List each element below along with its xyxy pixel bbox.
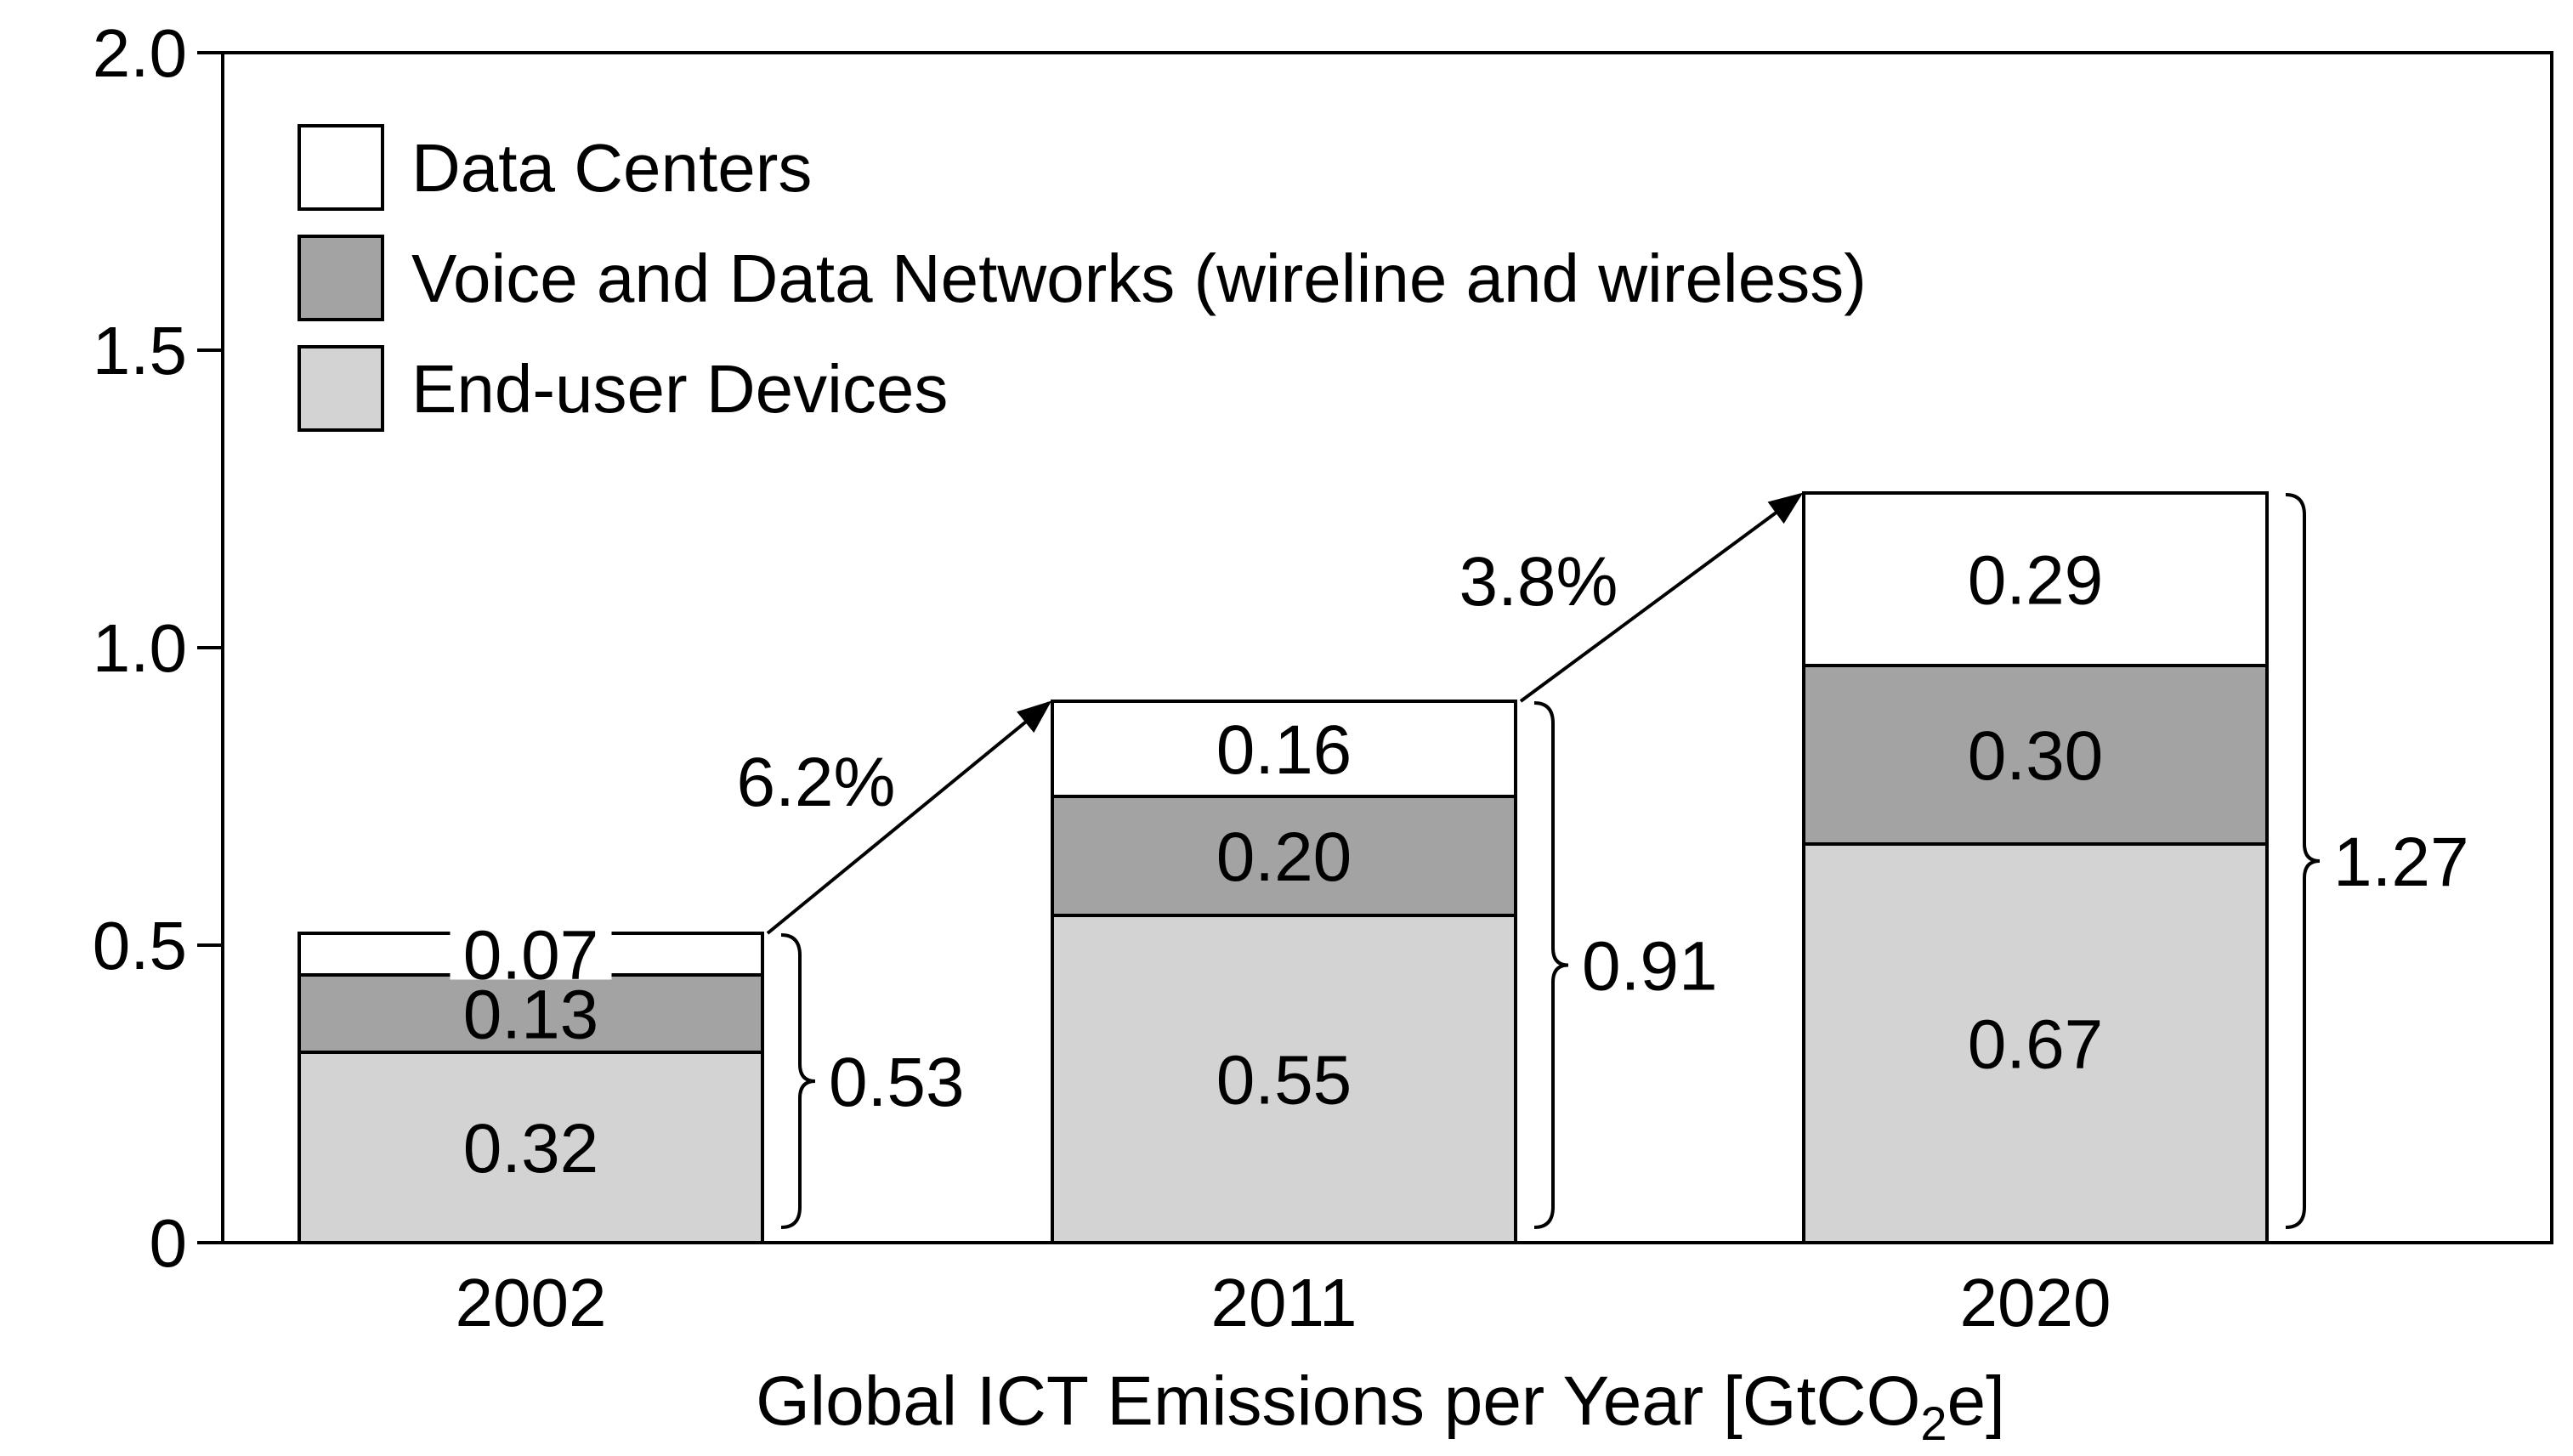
bar-segment	[1802, 491, 2269, 667]
total-brace	[1533, 701, 1569, 1229]
y-tick-label: 1.5	[93, 313, 187, 388]
total-value-label: 1.27	[2333, 824, 2469, 901]
bar-segment	[1051, 700, 1517, 798]
legend-swatch	[298, 124, 384, 211]
y-tick-label: 1.0	[93, 610, 187, 686]
total-value-label: 0.91	[1582, 928, 1718, 1006]
total-value-label: 0.53	[829, 1044, 965, 1121]
bar-segment	[1051, 914, 1517, 1244]
total-brace	[780, 933, 816, 1229]
y-tick-label: 0.5	[93, 908, 187, 983]
x-axis-title: Global ICT Emissions per Year [GtCO2e]	[756, 1363, 2005, 1450]
x-axis-title-suffix: e]	[1947, 1363, 2005, 1440]
category-label: 2020	[1960, 1265, 2111, 1340]
segment-value-label: 0.29	[1968, 542, 2104, 620]
segment-value-label: 0.67	[1968, 1006, 2104, 1084]
y-axis: 0 0.5 1.0 1.5 2.0	[93, 15, 223, 1281]
x-axis-title-subscript: 2	[1920, 1397, 1947, 1450]
legend-label: Voice and Data Networks (wireline and wi…	[411, 241, 1867, 316]
segment-label-bg	[450, 928, 612, 980]
y-tick-label: 0	[150, 1205, 188, 1281]
segment-value-label: 0.13	[463, 977, 599, 1054]
growth-rate-label: 3.8%	[1459, 543, 1618, 620]
bar-segment	[1802, 664, 2269, 846]
growth-arrow	[1519, 492, 1804, 703]
legend: Data Centers Voice and Data Networks (wir…	[298, 124, 1867, 432]
legend-swatch	[298, 345, 384, 432]
legend-label: End-user Devices	[411, 351, 948, 427]
segment-value-label: 0.30	[1968, 717, 2104, 795]
segment-value-label: 0.20	[1216, 819, 1352, 896]
bar-segment	[298, 973, 764, 1054]
bars: 0.32 0.130.07 0.55 0.20 0.16 0.67 0.30 0.29	[298, 491, 2269, 1244]
legend-label: Data Centers	[411, 130, 812, 206]
segment-value-label: 0.55	[1216, 1042, 1352, 1119]
x-axis: 2002 2011 2020	[456, 1265, 2111, 1340]
category-label: 2011	[1210, 1265, 1357, 1340]
category-label: 2002	[456, 1265, 607, 1340]
total-braces: 0.53 0.91 1.27	[780, 493, 2469, 1229]
growth-arrow	[766, 700, 1052, 935]
growth-arrows: 6.2% 3.8%	[737, 492, 1804, 935]
segment-value-label: 0.16	[1216, 711, 1352, 789]
growth-rate-label: 6.2%	[737, 744, 896, 821]
legend-swatch	[298, 235, 384, 321]
bar-segment	[1802, 842, 2269, 1244]
segment-value-label: 0.07	[463, 917, 599, 994]
segment-value-label: 0.32	[463, 1110, 599, 1187]
x-axis-title-main: Global ICT Emissions per Year [GtCO	[756, 1363, 1920, 1440]
total-brace	[2285, 493, 2321, 1229]
y-tick-label: 2.0	[93, 15, 187, 91]
